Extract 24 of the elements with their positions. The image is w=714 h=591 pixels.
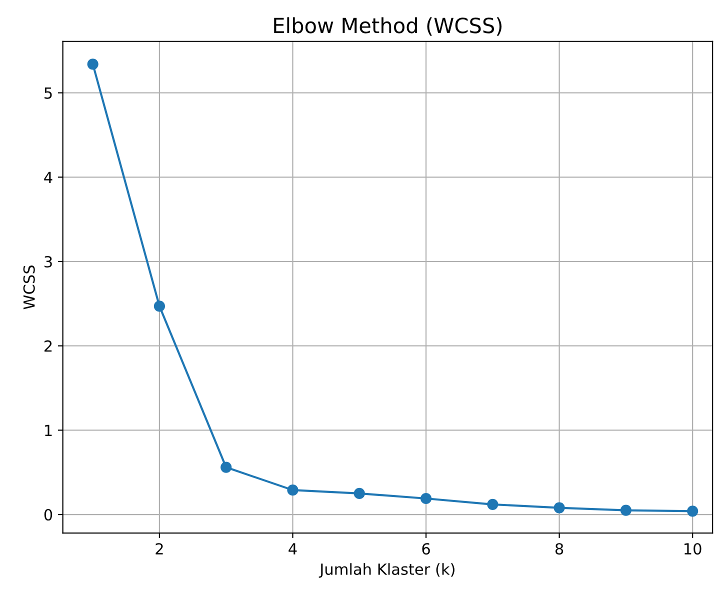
y-axis-title: WCSS [23, 265, 35, 310]
point [487, 498, 498, 510]
point [220, 462, 232, 473]
y-tick-label: 1 [45, 424, 52, 436]
point [420, 492, 432, 504]
point [620, 504, 632, 516]
y-tick-label: 5 [44, 87, 52, 99]
chart-title: Elbow Method (WCSS) [274, 17, 502, 36]
x-axis-title: Jumlah Klaster (k) [318, 563, 454, 578]
x-tick-label: 6 [422, 543, 430, 555]
x-tick-label: 8 [555, 543, 564, 555]
y-tick-label: 4 [44, 172, 52, 183]
y-tick-label: 3 [44, 256, 52, 268]
x-tick-label: 2 [156, 543, 163, 554]
point [354, 488, 365, 499]
point [687, 506, 698, 517]
point [154, 300, 166, 312]
y-tick-label: 2 [44, 340, 52, 352]
point [87, 58, 98, 70]
y-tick-label: 0 [44, 508, 52, 521]
x-tick-label: 4 [288, 543, 297, 554]
point [554, 502, 565, 514]
x-tick-label: 10 [684, 543, 702, 555]
point [287, 484, 298, 496]
